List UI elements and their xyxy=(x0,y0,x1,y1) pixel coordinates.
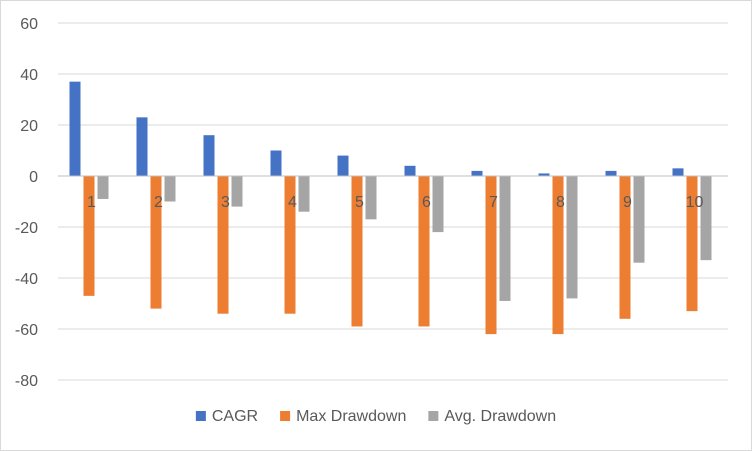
bar-avg-drawdown-2 xyxy=(164,176,176,202)
legend-item-avg-drawdown: Avg. Drawdown xyxy=(428,408,556,425)
y-tick-label: -80 xyxy=(15,373,38,390)
bar-max-drawdown-1 xyxy=(83,176,95,296)
bar-cagr-5 xyxy=(337,155,349,176)
bar-cagr-4 xyxy=(270,150,282,176)
bar-avg-drawdown-9 xyxy=(633,176,645,263)
bar-avg-drawdown-4 xyxy=(298,176,310,212)
bar-max-drawdown-3 xyxy=(217,176,229,314)
legend-label: Max Drawdown xyxy=(296,408,406,425)
bar-cagr-3 xyxy=(203,135,215,176)
bar-max-drawdown-4 xyxy=(284,176,296,314)
bar-cagr-2 xyxy=(136,117,148,176)
category-label: 3 xyxy=(221,194,230,211)
bar-max-drawdown-6 xyxy=(418,176,430,327)
bar-cagr-10 xyxy=(672,168,684,176)
legend: CAGR Max Drawdown Avg. Drawdown xyxy=(195,408,556,425)
bar-avg-drawdown-6 xyxy=(432,176,444,233)
y-axis-tick-labels: 60 40 20 0 -20 -40 -60 -80 xyxy=(15,16,38,390)
legend-swatch xyxy=(280,411,291,421)
bar-cagr-6 xyxy=(404,165,416,176)
y-tick-label: 20 xyxy=(20,118,38,135)
category-label: 1 xyxy=(87,194,96,211)
y-tick-label: 40 xyxy=(20,67,38,84)
y-tick-label: 0 xyxy=(29,169,38,186)
category-label: 7 xyxy=(489,194,498,211)
category-label: 2 xyxy=(154,194,163,211)
y-tick-label: -60 xyxy=(15,322,38,339)
category-label: 6 xyxy=(422,194,431,211)
bar-avg-drawdown-7 xyxy=(499,176,511,301)
category-label: 8 xyxy=(556,194,565,211)
bar-cagr-8 xyxy=(538,173,550,176)
bars xyxy=(69,81,712,335)
legend-label: Avg. Drawdown xyxy=(444,408,556,425)
y-tick-label: 60 xyxy=(20,16,38,33)
bar-cagr-1 xyxy=(69,81,81,176)
bar-cagr-9 xyxy=(605,170,617,176)
bar-max-drawdown-5 xyxy=(351,176,363,327)
category-label: 5 xyxy=(355,194,364,211)
bar-max-drawdown-8 xyxy=(552,176,564,335)
y-tick-label: -40 xyxy=(15,271,38,288)
bar-cagr-7 xyxy=(471,170,483,176)
bar-avg-drawdown-1 xyxy=(97,176,109,199)
bar-max-drawdown-9 xyxy=(619,176,631,319)
category-label: 4 xyxy=(288,194,297,211)
bar-max-drawdown-7 xyxy=(485,176,497,335)
category-labels: 1 2 3 4 5 6 7 8 9 10 xyxy=(87,194,703,211)
legend-item-cagr: CAGR xyxy=(195,408,258,425)
bar-max-drawdown-10 xyxy=(686,176,698,312)
legend-swatch xyxy=(195,411,206,421)
bar-avg-drawdown-3 xyxy=(231,176,243,207)
category-label: 9 xyxy=(623,194,632,211)
category-label: 10 xyxy=(686,194,704,211)
y-tick-label: -20 xyxy=(15,220,38,237)
gridlines xyxy=(58,22,728,381)
bar-avg-drawdown-8 xyxy=(566,176,578,299)
bar-max-drawdown-2 xyxy=(150,176,162,309)
legend-label: CAGR xyxy=(212,408,258,425)
bar-avg-drawdown-5 xyxy=(365,176,377,220)
legend-swatch xyxy=(428,411,439,421)
legend-item-max-drawdown: Max Drawdown xyxy=(280,408,406,425)
bar-avg-drawdown-10 xyxy=(700,176,712,261)
